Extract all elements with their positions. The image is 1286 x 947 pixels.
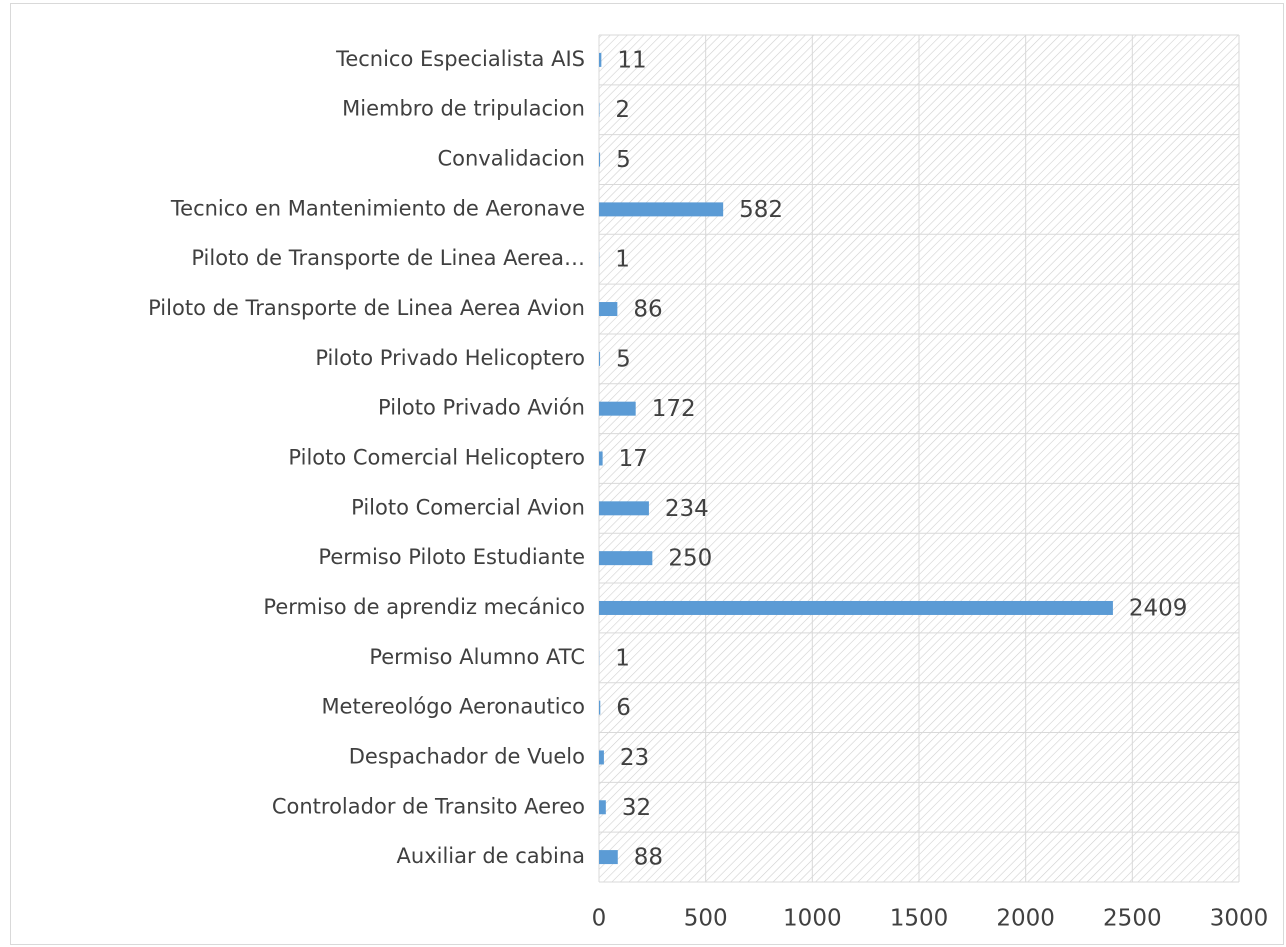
bar	[599, 600, 1113, 615]
y-tick-label: Piloto Comercial Avion	[351, 495, 585, 519]
y-tick-label: Despachador de Vuelo	[349, 744, 585, 768]
bar	[599, 850, 618, 865]
y-tick-label: Convalidacion	[437, 147, 585, 171]
value-label: 23	[620, 745, 649, 771]
x-tick-label: 500	[684, 906, 728, 932]
y-tick-label: Piloto Privado Avión	[378, 396, 585, 420]
value-label: 250	[668, 546, 712, 572]
bar	[599, 750, 604, 765]
y-tick-label: Piloto de Transporte de Linea Aerea Avio…	[148, 296, 585, 320]
value-label: 172	[652, 396, 696, 422]
bar	[599, 501, 649, 516]
x-tick-label: 2500	[1103, 906, 1162, 932]
y-tick-label: Metereológo Aeronautico	[321, 695, 585, 719]
value-label: 1	[615, 247, 630, 273]
y-tick-label: Piloto Privado Helicoptero	[315, 346, 585, 370]
x-tick-label: 1500	[890, 906, 949, 932]
y-tick-label: Permiso Alumno ATC	[369, 645, 585, 669]
value-label: 582	[739, 197, 783, 223]
x-tick-label: 2000	[996, 906, 1055, 932]
y-tick-label: Auxiliar de cabina	[397, 844, 585, 868]
y-tick-label: Tecnico en Mantenimiento de Aeronave	[170, 196, 585, 220]
bar	[599, 152, 601, 167]
x-tick-label: 3000	[1210, 906, 1269, 932]
value-label: 2	[615, 97, 630, 123]
bar	[599, 351, 601, 366]
value-label: 86	[633, 297, 662, 323]
bar	[599, 800, 606, 815]
bar	[599, 451, 603, 466]
bar	[599, 401, 636, 416]
value-label: 1	[615, 645, 630, 671]
bar	[599, 202, 724, 217]
value-label: 5	[616, 147, 631, 173]
y-tick-label: Controlador de Transito Aereo	[272, 794, 585, 818]
value-label: 17	[619, 446, 648, 472]
value-label: 5	[616, 346, 631, 372]
y-tick-label: Permiso Piloto Estudiante	[318, 545, 585, 569]
y-tick-label: Piloto de Transporte de Linea Aerea…	[191, 246, 585, 270]
x-tick-label: 1000	[783, 906, 842, 932]
value-label: 2409	[1129, 595, 1188, 621]
bar	[599, 52, 602, 67]
bar	[599, 700, 601, 715]
y-tick-label: Piloto Comercial Helicoptero	[288, 446, 585, 470]
value-label: 11	[617, 47, 646, 73]
x-tick-label: 0	[592, 906, 607, 932]
bar	[599, 302, 618, 317]
y-tick-label: Tecnico Especialista AIS	[335, 47, 585, 71]
y-tick-label: Permiso de aprendiz mecánico	[263, 595, 585, 619]
value-label: 234	[665, 496, 709, 522]
bar	[599, 551, 653, 566]
value-label: 32	[622, 795, 651, 821]
value-label: 88	[634, 845, 663, 871]
value-label: 6	[616, 695, 631, 721]
y-tick-label: Miembro de tripulacion	[342, 97, 585, 121]
